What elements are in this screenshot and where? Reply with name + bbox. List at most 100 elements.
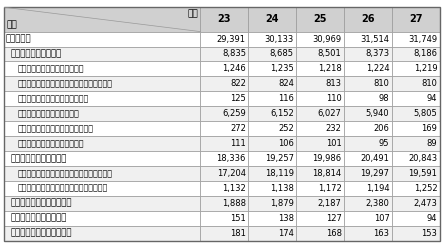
Text: 1,219: 1,219 — [414, 64, 437, 73]
Text: 31,514: 31,514 — [361, 35, 389, 43]
Bar — [296, 211, 344, 226]
Bar — [4, 121, 200, 136]
Text: 2,473: 2,473 — [413, 199, 437, 208]
Bar — [296, 46, 344, 61]
Bar — [296, 166, 344, 181]
Text: 168: 168 — [325, 229, 341, 238]
Bar — [344, 151, 392, 166]
Bar — [344, 61, 392, 76]
Text: 1,252: 1,252 — [414, 184, 437, 193]
Bar — [248, 91, 296, 106]
Bar — [296, 91, 344, 106]
Bar — [248, 106, 296, 121]
Text: 総数（件）: 総数（件） — [6, 35, 32, 43]
Bar — [4, 61, 200, 76]
Bar — [392, 211, 440, 226]
Bar — [296, 121, 344, 136]
Bar — [392, 46, 440, 61]
Text: 18,119: 18,119 — [265, 169, 294, 178]
Bar — [200, 106, 248, 121]
Text: 31,749: 31,749 — [408, 35, 437, 43]
Text: 94: 94 — [427, 94, 437, 103]
Text: 20,843: 20,843 — [408, 154, 437, 163]
Bar — [4, 76, 200, 91]
Text: 138: 138 — [278, 214, 294, 223]
Text: 19,986: 19,986 — [313, 154, 341, 163]
Bar — [248, 181, 296, 196]
Bar — [200, 136, 248, 151]
Text: 8,373: 8,373 — [365, 50, 389, 59]
Text: 第４号営業（ラブホテル等）: 第４号営業（ラブホテル等） — [18, 109, 79, 118]
Text: 1,132: 1,132 — [222, 184, 246, 193]
Bar — [392, 151, 440, 166]
Bar — [344, 121, 392, 136]
Text: 89: 89 — [427, 139, 437, 148]
Bar — [248, 196, 296, 211]
Bar — [392, 106, 440, 121]
Text: 95: 95 — [379, 139, 389, 148]
Text: 2,187: 2,187 — [318, 199, 341, 208]
Text: 6,027: 6,027 — [318, 109, 341, 118]
Text: 98: 98 — [379, 94, 389, 103]
Text: 6,259: 6,259 — [222, 109, 246, 118]
Bar — [296, 61, 344, 76]
Bar — [4, 151, 200, 166]
Bar — [392, 32, 440, 46]
Bar — [344, 106, 392, 121]
Text: 第５号営業（アダルトショップ等）: 第５号営業（アダルトショップ等） — [18, 124, 94, 133]
Text: 2,380: 2,380 — [365, 199, 389, 208]
Text: 24: 24 — [265, 14, 279, 25]
Text: 1,194: 1,194 — [366, 184, 389, 193]
Bar — [248, 151, 296, 166]
Bar — [344, 76, 392, 91]
Text: 252: 252 — [278, 124, 294, 133]
Bar — [392, 226, 440, 241]
Bar — [296, 76, 344, 91]
Text: 5,805: 5,805 — [414, 109, 437, 118]
Text: 163: 163 — [373, 229, 389, 238]
Text: 822: 822 — [230, 79, 246, 88]
Text: 1,172: 1,172 — [318, 184, 341, 193]
Text: 19,297: 19,297 — [361, 169, 389, 178]
Bar — [4, 7, 200, 32]
Text: 1,888: 1,888 — [222, 199, 246, 208]
Bar — [4, 91, 200, 106]
Text: 23: 23 — [218, 14, 231, 25]
Text: 25: 25 — [313, 14, 327, 25]
Bar — [344, 226, 392, 241]
Text: 区分: 区分 — [7, 20, 17, 29]
Bar — [296, 196, 344, 211]
Text: 年次: 年次 — [187, 10, 198, 19]
Text: 29,391: 29,391 — [217, 35, 246, 43]
Text: 1,138: 1,138 — [270, 184, 294, 193]
Bar — [200, 211, 248, 226]
Text: 101: 101 — [326, 139, 341, 148]
Bar — [200, 61, 248, 76]
Text: 810: 810 — [373, 79, 389, 88]
Bar — [296, 32, 344, 46]
Bar — [200, 181, 248, 196]
Bar — [200, 121, 248, 136]
Bar — [296, 226, 344, 241]
Text: 1,224: 1,224 — [366, 64, 389, 73]
Text: 無店舗型電話異性紹介営業: 無店舗型電話異性紹介営業 — [11, 229, 73, 238]
Bar — [200, 166, 248, 181]
Bar — [344, 196, 392, 211]
Text: 26: 26 — [361, 14, 375, 25]
Text: 6,152: 6,152 — [270, 109, 294, 118]
Text: 110: 110 — [326, 94, 341, 103]
Text: 94: 94 — [427, 214, 437, 223]
Bar — [248, 226, 296, 241]
Text: 169: 169 — [421, 124, 437, 133]
Bar — [4, 136, 200, 151]
Bar — [200, 46, 248, 61]
Text: 106: 106 — [278, 139, 294, 148]
Text: 第１号営業（ソープランド等）: 第１号営業（ソープランド等） — [18, 64, 84, 73]
Text: 1,879: 1,879 — [270, 199, 294, 208]
Text: 1,246: 1,246 — [222, 64, 246, 73]
Bar — [296, 181, 344, 196]
Text: 19,257: 19,257 — [265, 154, 294, 163]
Bar — [248, 32, 296, 46]
Text: 272: 272 — [230, 124, 246, 133]
Text: 151: 151 — [230, 214, 246, 223]
